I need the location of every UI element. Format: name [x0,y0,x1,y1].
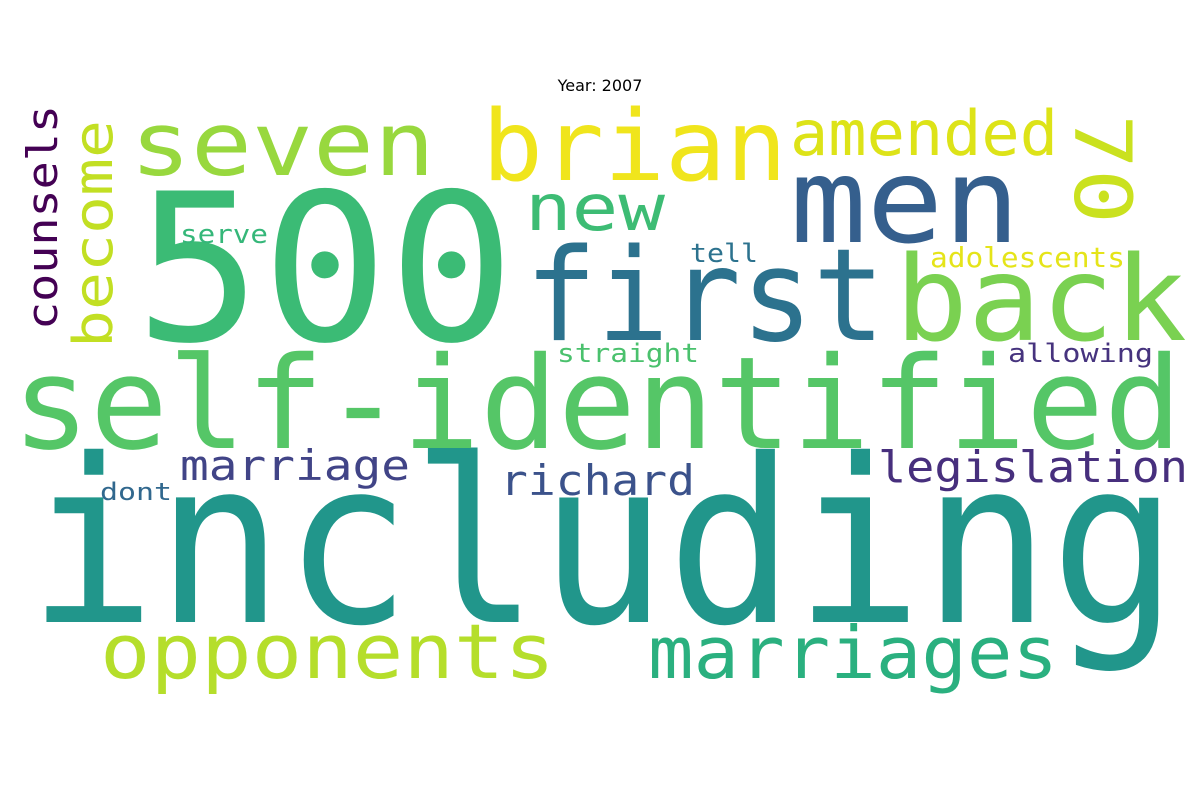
word-serve: serve [180,220,268,250]
word-counsels: counsels [18,105,67,330]
word-marriage: marriage [180,441,410,490]
word-men: men [790,132,1020,270]
word-self-identified: self-identified [12,330,1182,479]
word-back: back [895,230,1187,368]
word-legislation: legislation [878,442,1188,493]
word-500: 500 [135,151,515,389]
word-first: first [525,222,885,371]
chart-title: Year: 2007 [557,76,643,95]
word-brian: brian [482,90,787,204]
word-adolescents: adolescents [930,241,1125,274]
word-straight: straight [557,339,699,369]
word-opponents: opponents [100,607,555,696]
word-marriages: marriages [648,611,1058,695]
word-allowing: allowing [1008,339,1153,369]
word-amended: amended [790,97,1058,170]
word-dont: dont [100,478,172,506]
word-become: become [62,120,125,348]
word-seven: seven [130,93,435,196]
word-70: 70 [1056,114,1146,224]
word-new: new [525,172,666,246]
word-including: including [28,410,1178,676]
word-tell: tell [690,239,758,269]
word-richard: richard [500,456,695,505]
